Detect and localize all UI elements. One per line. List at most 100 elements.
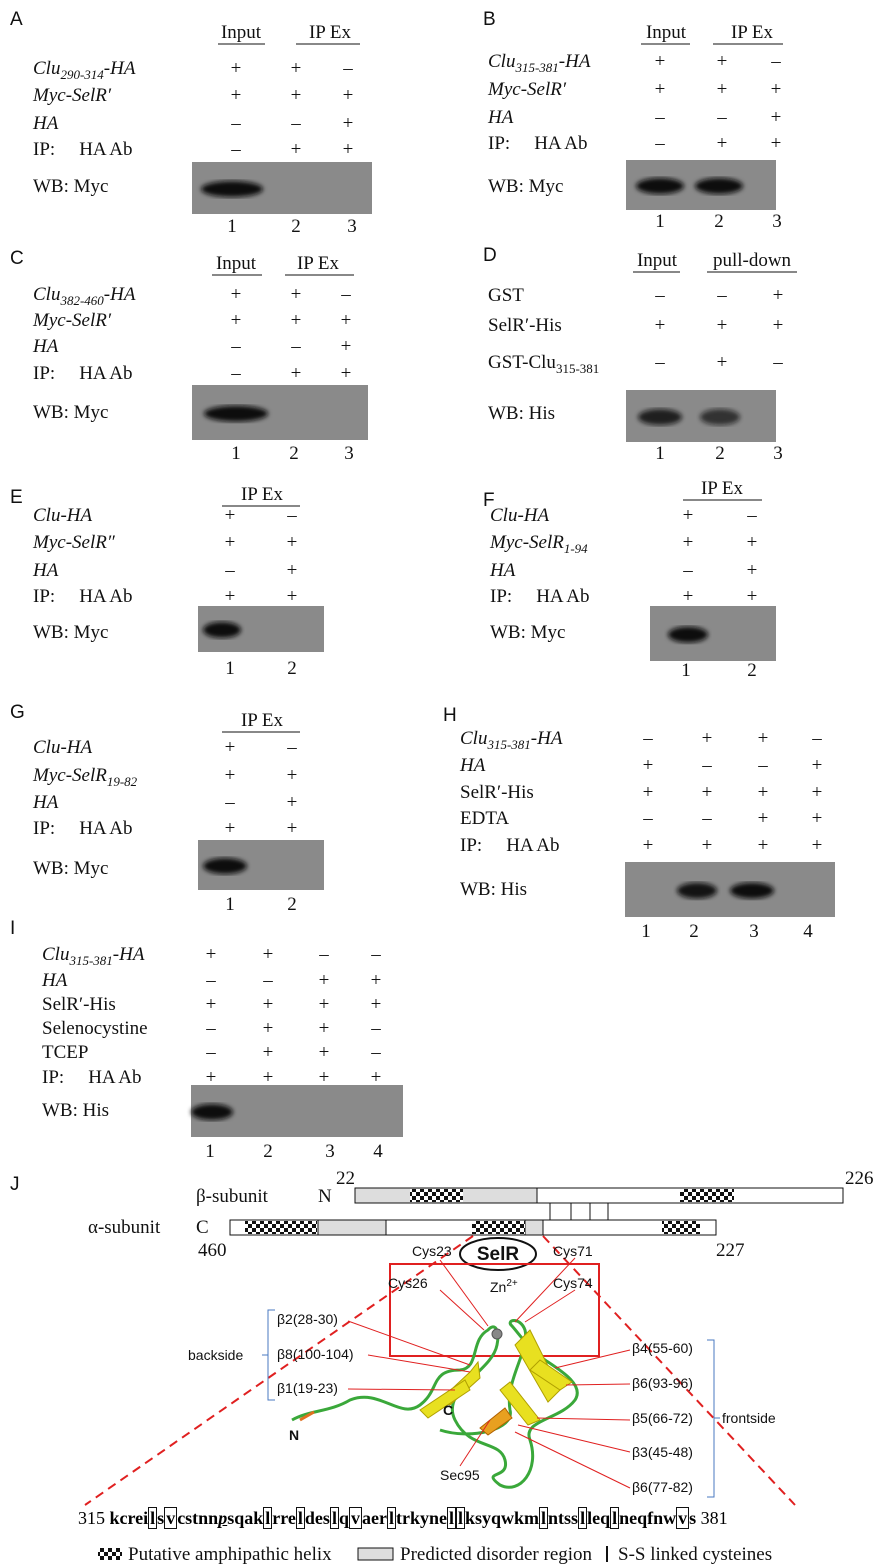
sign: +	[717, 133, 728, 154]
lane-number: 1	[205, 1141, 215, 1162]
sign: –	[340, 284, 351, 305]
sign: +	[319, 994, 330, 1015]
residue: rre	[272, 1508, 296, 1528]
sign: +	[291, 139, 302, 160]
label-main: Clu	[33, 58, 60, 79]
sign: +	[702, 728, 713, 749]
row-label: Myc-SelR′	[32, 85, 112, 106]
residue: v	[676, 1507, 689, 1529]
sign: +	[812, 755, 823, 776]
sign: +	[287, 586, 298, 607]
row-label: IP:HA Ab	[488, 133, 588, 154]
row-label: IP:HA Ab	[33, 586, 133, 607]
lane-number: 1	[231, 443, 241, 464]
page: J β-subunit N 22 226 α-subunit C 460 227…	[0, 0, 876, 1568]
lane-number: 4	[373, 1141, 383, 1162]
label-main: IP:	[33, 818, 55, 839]
sign: +	[291, 85, 302, 106]
sign: +	[343, 139, 354, 160]
row-label: HA	[32, 113, 59, 134]
label-sub: 1-94	[564, 541, 588, 556]
label-main: Clu	[42, 944, 69, 965]
residue: l	[539, 1507, 548, 1529]
sign: +	[206, 1067, 217, 1088]
label-main: IP:	[488, 133, 510, 154]
sign: –	[716, 107, 727, 128]
residue: ksyqwkm	[465, 1508, 539, 1528]
panel-letter: I	[10, 918, 15, 939]
sign: +	[263, 1067, 274, 1088]
row-label: Clu-HA	[33, 737, 93, 758]
legend-text: Predicted disorder region	[400, 1544, 593, 1565]
lane-number: 2	[287, 894, 297, 915]
panel-letter: B	[483, 9, 496, 30]
lane-number: 2	[291, 216, 301, 237]
row-label: Clu-HA	[33, 505, 93, 526]
band	[636, 178, 684, 194]
row-label: Myc-SelR19-82	[32, 765, 138, 789]
sign: +	[683, 505, 694, 526]
strand-label: β3(45-48)	[632, 1444, 693, 1460]
row-label: SelR′-His	[488, 315, 562, 336]
label-main: GST-Clu	[488, 352, 556, 373]
panel-letter: J	[10, 1174, 20, 1195]
residue: l	[610, 1507, 619, 1529]
strand-label: β1(19-23)	[277, 1380, 338, 1396]
sign: –	[642, 728, 653, 749]
cys-label: Cys71	[553, 1243, 593, 1259]
residue: neqfnw	[619, 1508, 676, 1528]
wb-label: WB: Myc	[33, 176, 108, 197]
lane-number: 3	[749, 921, 759, 942]
row-label: IP:HA Ab	[33, 363, 133, 384]
label-main: IP:	[33, 363, 55, 384]
residue: kcrei	[110, 1508, 149, 1528]
panel-letter: G	[10, 702, 25, 723]
lane-number: 1	[681, 660, 691, 681]
lane-number: 1	[225, 894, 235, 915]
lane-number: 3	[325, 1141, 335, 1162]
sign: +	[263, 1018, 274, 1039]
lane-number: 2	[287, 658, 297, 679]
lane-number: 2	[289, 443, 299, 464]
column-header: Input	[646, 22, 687, 43]
row-label: GST-Clu315-381	[488, 352, 599, 376]
sign: –	[230, 113, 241, 134]
column-header: IP Ex	[701, 478, 744, 499]
row-label: SelR′-His	[460, 782, 534, 803]
column-header: IP Ex	[241, 484, 284, 505]
sign: +	[747, 532, 758, 553]
sign: –	[682, 560, 693, 581]
sign: +	[225, 586, 236, 607]
sign: +	[291, 363, 302, 384]
row-label: Selenocystine	[42, 1018, 148, 1039]
row-label: GST	[488, 285, 524, 306]
cys-label: Cys23	[412, 1243, 452, 1259]
panel-letter: H	[443, 705, 457, 726]
band	[677, 883, 717, 899]
wb-label: WB: Myc	[33, 858, 108, 879]
residue: des	[305, 1508, 330, 1528]
sign: +	[683, 586, 694, 607]
sign: +	[225, 818, 236, 839]
residue: cstnn	[177, 1508, 218, 1528]
sequence: 315 kcreilsvcstnnpsqaklrreldeslqvaerltrk…	[78, 1508, 728, 1529]
backside: backside	[188, 1347, 243, 1363]
residue: sqak	[227, 1508, 263, 1528]
wb-label: WB: His	[488, 403, 555, 424]
sign: +	[683, 532, 694, 553]
lane-number: 2	[715, 443, 725, 464]
band	[668, 627, 708, 643]
lane-number: 1	[655, 211, 665, 232]
panel-letter: E	[10, 487, 23, 508]
lane-number: 1	[225, 658, 235, 679]
label-main: IP:	[460, 835, 482, 856]
band	[203, 858, 247, 874]
sign: –	[716, 285, 727, 306]
column-header: IP Ex	[297, 253, 340, 274]
sign: +	[263, 1042, 274, 1063]
sign: –	[230, 336, 241, 357]
sign: –	[230, 363, 241, 384]
band	[201, 181, 263, 197]
back-bracket	[262, 1310, 275, 1400]
label-tail: HA Ab	[79, 818, 132, 839]
